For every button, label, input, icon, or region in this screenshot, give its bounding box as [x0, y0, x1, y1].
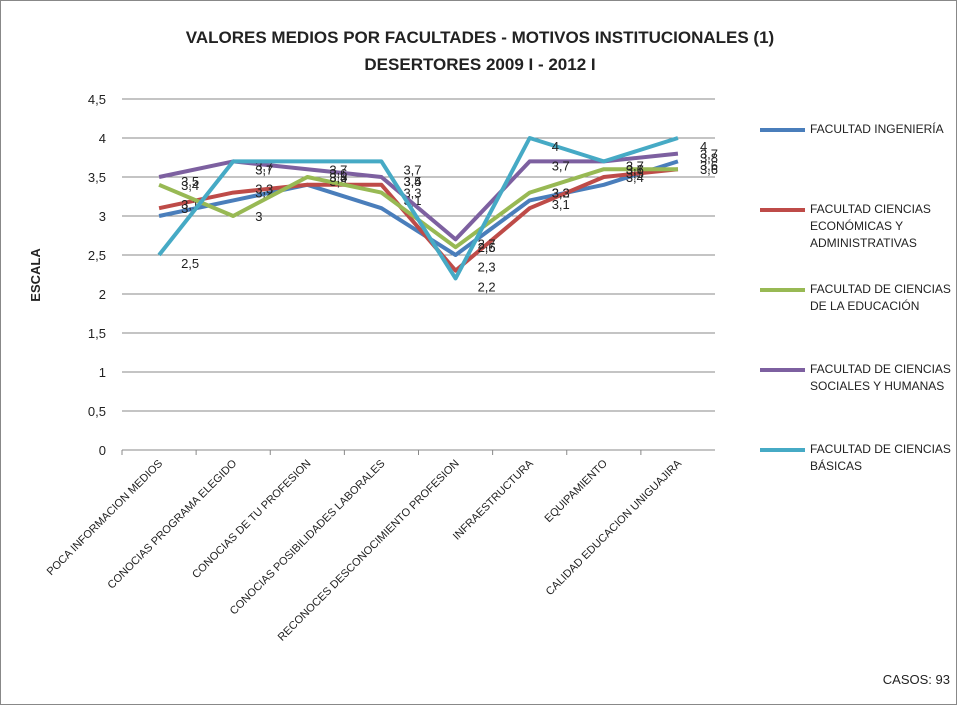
- x-tick-label: CALIDAD EDUCACION UNIGUAJIRA: [544, 457, 685, 598]
- y-tick-label: 2,5: [88, 248, 106, 263]
- x-tick-label: INFRAESTRUCTURA: [451, 457, 536, 542]
- data-label: 3,7: [552, 158, 570, 173]
- series-line: [157, 136, 679, 281]
- data-label: 3,7: [329, 162, 347, 177]
- data-label: 3,5: [181, 174, 199, 189]
- y-tick-label: 0: [99, 443, 106, 458]
- x-tick-label: EQUIPAMIENTO: [543, 457, 611, 525]
- y-tick-label: 2: [99, 287, 106, 302]
- series-line: [158, 167, 679, 273]
- series-line: [158, 159, 679, 257]
- data-label: 2,2: [478, 279, 496, 294]
- data-label: 3: [255, 209, 262, 224]
- data-label: 2,5: [478, 240, 496, 255]
- data-label: 2,6: [478, 240, 496, 255]
- y-tick-label: 4,5: [88, 92, 106, 107]
- chart-title: VALORES MEDIOS POR FACULTADES - MOTIVOS …: [186, 28, 774, 47]
- x-tick-label: CONOCIAS POSIBILIDADES LABORALES: [228, 458, 388, 618]
- x-tick-label: CONOCIAS PROGRAMA ELEGIDO: [105, 457, 239, 591]
- annotation: CASOS: 93: [883, 672, 950, 687]
- data-label: 3,3: [255, 182, 273, 197]
- data-label: 3,8: [700, 151, 718, 166]
- data-label: 3,6: [700, 158, 718, 173]
- y-tick-label: 1,5: [88, 326, 106, 341]
- legend-label: FACULTAD CIENCIAS ECONÓMICAS Y ADMINISTR…: [810, 202, 931, 250]
- chart-subtitle: DESERTORES 2009 I - 2012 I: [364, 55, 595, 74]
- x-tick-label: POCA INFORMACION MEDIOS: [45, 458, 165, 578]
- data-label: 3,4: [403, 174, 421, 189]
- data-label: 3,5: [403, 174, 421, 189]
- data-label: 3,1: [552, 197, 570, 212]
- y-tick-label: 1: [99, 365, 106, 380]
- y-tick-label: 4: [99, 131, 106, 146]
- data-label: 3,3: [552, 186, 570, 201]
- data-label: 3: [181, 201, 188, 216]
- data-label: 3,6: [700, 162, 718, 177]
- data-label: 4: [552, 139, 559, 154]
- legend-label: FACULTAD DE CIENCIAS SOCIALES Y HUMANAS: [810, 362, 951, 393]
- data-label: 4: [700, 139, 707, 154]
- data-label: 3,7: [626, 162, 644, 177]
- data-label: 3,7: [700, 146, 718, 161]
- data-label: 3,4: [181, 178, 199, 193]
- data-label: 2,7: [478, 236, 496, 251]
- y-tick-label: 3,5: [88, 170, 106, 185]
- legend-label: FACULTAD INGENIERÍA: [810, 122, 944, 136]
- y-tick-label: 3: [99, 209, 106, 224]
- x-tick-label: RECONOCES DESCONOCIMIENTO PROFESION: [276, 458, 462, 644]
- legend-label: FACULTAD DE CIENCIAS DE LA EDUCACIÓN: [810, 282, 951, 313]
- data-label: 2,3: [478, 260, 496, 275]
- data-label: 3,6: [329, 166, 347, 181]
- y-tick-label: 0,5: [88, 404, 106, 419]
- legend-label: FACULTAD DE CIENCIAS BÁSICAS: [810, 442, 951, 473]
- data-label: 3,6: [626, 162, 644, 177]
- data-label: 3,7: [255, 162, 273, 177]
- data-label: 3,7: [626, 158, 644, 173]
- data-label: 3,7: [403, 162, 421, 177]
- x-tick-label: CONOCIAS DE TU PROFESION: [190, 458, 313, 581]
- y-axis-label: ESCALA: [28, 248, 43, 302]
- data-label: 2,5: [181, 256, 199, 271]
